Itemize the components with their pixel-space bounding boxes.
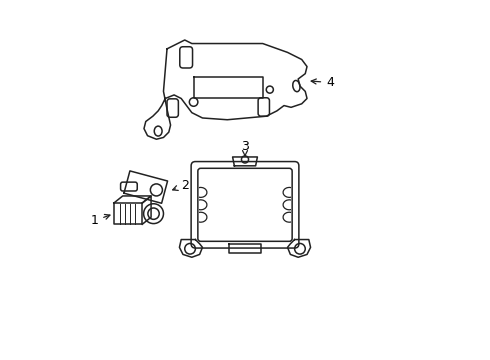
Text: 1: 1 xyxy=(91,214,110,227)
Text: 3: 3 xyxy=(241,140,249,156)
Text: 2: 2 xyxy=(172,179,189,192)
Text: 4: 4 xyxy=(311,76,334,89)
